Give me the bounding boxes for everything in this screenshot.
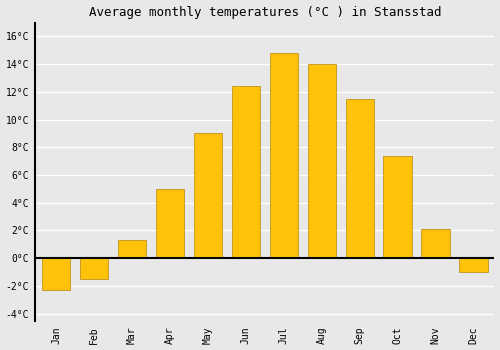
Bar — [194, 133, 222, 258]
Bar — [80, 258, 108, 279]
Bar — [156, 189, 184, 258]
Bar — [118, 240, 146, 258]
Bar — [308, 64, 336, 258]
Bar — [270, 53, 298, 258]
Bar — [384, 156, 412, 258]
Bar — [460, 258, 488, 272]
Bar — [42, 258, 70, 290]
Title: Average monthly temperatures (°C ) in Stansstad: Average monthly temperatures (°C ) in St… — [88, 6, 441, 19]
Bar — [422, 229, 450, 258]
Bar — [346, 99, 374, 258]
Bar — [232, 86, 260, 258]
